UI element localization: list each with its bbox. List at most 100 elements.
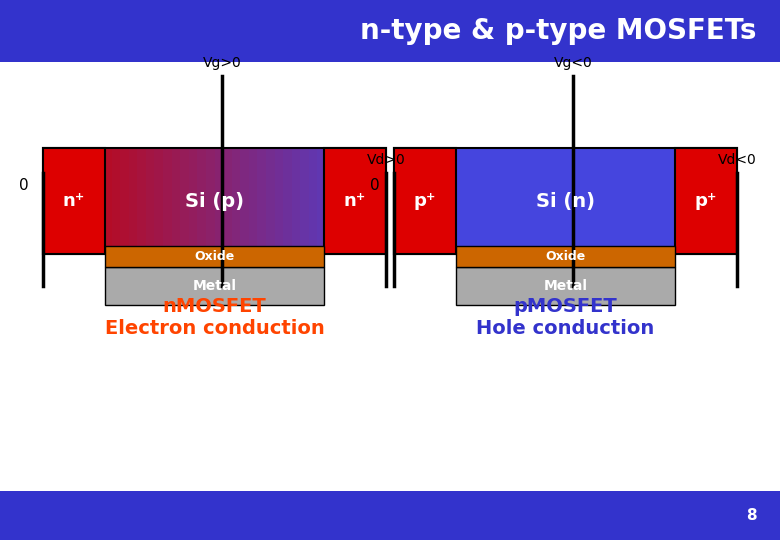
FancyBboxPatch shape xyxy=(51,148,60,254)
Text: Vg<0: Vg<0 xyxy=(554,56,593,70)
FancyBboxPatch shape xyxy=(583,148,591,254)
FancyBboxPatch shape xyxy=(677,148,686,254)
FancyBboxPatch shape xyxy=(206,148,215,254)
FancyBboxPatch shape xyxy=(343,148,352,254)
FancyBboxPatch shape xyxy=(283,148,292,254)
FancyBboxPatch shape xyxy=(411,148,420,254)
FancyBboxPatch shape xyxy=(86,148,94,254)
Text: Si (p): Si (p) xyxy=(185,192,244,211)
FancyBboxPatch shape xyxy=(660,148,668,254)
FancyBboxPatch shape xyxy=(471,148,480,254)
FancyBboxPatch shape xyxy=(215,148,223,254)
FancyBboxPatch shape xyxy=(574,148,583,254)
FancyBboxPatch shape xyxy=(292,148,300,254)
FancyBboxPatch shape xyxy=(69,148,77,254)
FancyBboxPatch shape xyxy=(675,148,737,254)
Text: Vg>0: Vg>0 xyxy=(203,56,242,70)
FancyBboxPatch shape xyxy=(420,148,428,254)
FancyBboxPatch shape xyxy=(172,148,180,254)
FancyBboxPatch shape xyxy=(154,148,163,254)
FancyBboxPatch shape xyxy=(651,148,660,254)
FancyBboxPatch shape xyxy=(77,148,86,254)
FancyBboxPatch shape xyxy=(720,148,729,254)
FancyBboxPatch shape xyxy=(335,148,343,254)
FancyBboxPatch shape xyxy=(223,148,232,254)
FancyBboxPatch shape xyxy=(540,148,548,254)
FancyBboxPatch shape xyxy=(497,148,505,254)
Text: 8: 8 xyxy=(746,508,757,523)
Text: n-type & p-type MOSFETs: n-type & p-type MOSFETs xyxy=(360,17,757,45)
Text: pMOSFET
Hole conduction: pMOSFET Hole conduction xyxy=(477,297,654,338)
Text: n⁺: n⁺ xyxy=(63,192,85,210)
FancyBboxPatch shape xyxy=(249,148,257,254)
FancyBboxPatch shape xyxy=(394,148,456,254)
FancyBboxPatch shape xyxy=(369,148,378,254)
FancyBboxPatch shape xyxy=(120,148,129,254)
FancyBboxPatch shape xyxy=(626,148,634,254)
FancyBboxPatch shape xyxy=(352,148,360,254)
FancyBboxPatch shape xyxy=(514,148,523,254)
FancyBboxPatch shape xyxy=(43,148,105,254)
FancyBboxPatch shape xyxy=(309,148,317,254)
FancyBboxPatch shape xyxy=(197,148,206,254)
FancyBboxPatch shape xyxy=(112,148,120,254)
FancyBboxPatch shape xyxy=(180,148,189,254)
FancyBboxPatch shape xyxy=(608,148,617,254)
Text: p⁺: p⁺ xyxy=(414,192,436,210)
FancyBboxPatch shape xyxy=(257,148,266,254)
FancyBboxPatch shape xyxy=(324,148,386,254)
Text: 0: 0 xyxy=(370,178,379,193)
FancyBboxPatch shape xyxy=(103,148,112,254)
FancyBboxPatch shape xyxy=(428,148,437,254)
Text: Metal: Metal xyxy=(193,279,236,293)
FancyBboxPatch shape xyxy=(0,0,780,62)
FancyBboxPatch shape xyxy=(548,148,557,254)
FancyBboxPatch shape xyxy=(94,148,103,254)
FancyBboxPatch shape xyxy=(456,267,675,305)
FancyBboxPatch shape xyxy=(634,148,643,254)
FancyBboxPatch shape xyxy=(378,148,386,254)
FancyBboxPatch shape xyxy=(480,148,488,254)
Text: n⁺: n⁺ xyxy=(344,192,366,210)
FancyBboxPatch shape xyxy=(729,148,737,254)
FancyBboxPatch shape xyxy=(129,148,137,254)
Text: Oxide: Oxide xyxy=(194,250,235,263)
FancyBboxPatch shape xyxy=(300,148,309,254)
Text: Vd>0: Vd>0 xyxy=(367,153,406,167)
FancyBboxPatch shape xyxy=(445,148,454,254)
FancyBboxPatch shape xyxy=(463,148,471,254)
FancyBboxPatch shape xyxy=(146,148,154,254)
FancyBboxPatch shape xyxy=(232,148,240,254)
Text: 0: 0 xyxy=(19,178,28,193)
Text: p⁺: p⁺ xyxy=(695,192,717,210)
FancyBboxPatch shape xyxy=(531,148,540,254)
Text: Si (n): Si (n) xyxy=(536,192,595,211)
FancyBboxPatch shape xyxy=(137,148,146,254)
FancyBboxPatch shape xyxy=(456,246,675,267)
FancyBboxPatch shape xyxy=(402,148,411,254)
FancyBboxPatch shape xyxy=(557,148,566,254)
FancyBboxPatch shape xyxy=(43,148,51,254)
FancyBboxPatch shape xyxy=(454,148,463,254)
FancyBboxPatch shape xyxy=(317,148,326,254)
FancyBboxPatch shape xyxy=(275,148,283,254)
FancyBboxPatch shape xyxy=(617,148,626,254)
Text: nMOSFET
Electron conduction: nMOSFET Electron conduction xyxy=(105,297,324,338)
Text: Metal: Metal xyxy=(544,279,587,293)
FancyBboxPatch shape xyxy=(105,267,324,305)
FancyBboxPatch shape xyxy=(668,148,677,254)
FancyBboxPatch shape xyxy=(505,148,514,254)
FancyBboxPatch shape xyxy=(643,148,651,254)
FancyBboxPatch shape xyxy=(523,148,531,254)
FancyBboxPatch shape xyxy=(591,148,600,254)
FancyBboxPatch shape xyxy=(105,246,324,267)
FancyBboxPatch shape xyxy=(488,148,497,254)
FancyBboxPatch shape xyxy=(189,148,197,254)
FancyBboxPatch shape xyxy=(266,148,275,254)
FancyBboxPatch shape xyxy=(711,148,720,254)
FancyBboxPatch shape xyxy=(686,148,694,254)
FancyBboxPatch shape xyxy=(60,148,69,254)
FancyBboxPatch shape xyxy=(360,148,369,254)
FancyBboxPatch shape xyxy=(0,491,780,540)
Text: Vd<0: Vd<0 xyxy=(718,153,757,167)
